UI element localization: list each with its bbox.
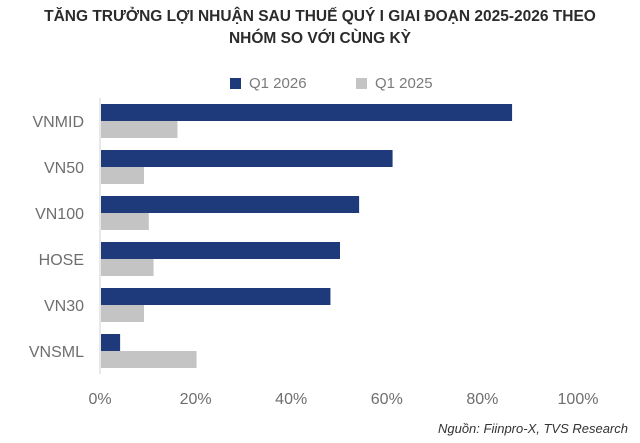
chart-title-line-2: NHÓM SO VỚI CÙNG KỲ (228, 30, 411, 47)
bar-q1-2025-vn100 (101, 213, 149, 230)
category-label-vnsml: VNSML (29, 344, 84, 361)
x-tick-label-5: 100% (558, 391, 599, 408)
bar-q1-2026-vn100 (101, 196, 360, 213)
bar-q1-2026-hose (101, 242, 340, 259)
legend-swatch-q1-2025 (356, 78, 367, 89)
legend-item-q1-2025: Q1 2025 (356, 75, 433, 92)
legend-label-q1-2026: Q1 2026 (249, 75, 307, 92)
x-tick-label-1: 20% (180, 391, 212, 408)
chart-title-line-1: TĂNG TRƯỞNG LỢI NHUẬN SAU THUẾ QUÝ I GIA… (44, 8, 596, 25)
x-tick-label-4: 80% (466, 391, 498, 408)
x-tick-label-2: 40% (275, 391, 307, 408)
category-label-vn30: VN30 (44, 298, 84, 315)
x-tick-label-3: 60% (371, 391, 403, 408)
x-tick-label-0: 0% (88, 391, 111, 408)
bar-q1-2026-vn50 (101, 150, 393, 167)
bar-q1-2026-vnsml (101, 334, 121, 351)
category-label-vn50: VN50 (44, 160, 84, 177)
legend-item-q1-2026: Q1 2026 (230, 75, 307, 92)
legend-label-q1-2025: Q1 2025 (375, 75, 433, 92)
bar-q1-2025-vnsml (101, 351, 197, 368)
bar-q1-2026-vnmid (101, 104, 513, 121)
bar-q1-2025-hose (101, 259, 154, 276)
category-label-vnmid: VNMID (32, 114, 84, 131)
chart-title: TĂNG TRƯỞNG LỢI NHUẬN SAU THUẾ QUÝ I GIA… (0, 6, 640, 50)
legend-swatch-q1-2026 (230, 78, 241, 89)
source-note: Nguồn: Fiinpro-X, TVS Research (437, 421, 628, 436)
bar-q1-2025-vn50 (101, 167, 145, 184)
category-label-hose: HOSE (39, 252, 84, 269)
bar-q1-2026-vn30 (101, 288, 331, 305)
category-label-vn100: VN100 (35, 206, 84, 223)
chart-legend: Q1 2026 Q1 2025 (0, 75, 640, 95)
bar-q1-2025-vn30 (101, 305, 145, 322)
bar-q1-2025-vnmid (101, 121, 178, 138)
